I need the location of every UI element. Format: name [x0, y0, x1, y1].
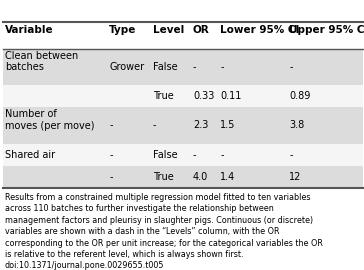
Text: False: False	[153, 150, 178, 160]
Text: Number of
moves (per move): Number of moves (per move)	[5, 109, 94, 131]
Text: Upper 95% CI: Upper 95% CI	[289, 25, 364, 35]
Text: True: True	[153, 91, 174, 101]
Bar	[3, 166, 363, 188]
Text: 3.8: 3.8	[289, 120, 305, 130]
Text: 12: 12	[289, 172, 302, 182]
Text: 1.5: 1.5	[220, 120, 236, 130]
Text: -: -	[289, 150, 293, 160]
Bar	[3, 107, 363, 144]
Text: -: -	[289, 62, 293, 72]
Text: 4.0: 4.0	[193, 172, 208, 182]
Text: False: False	[153, 62, 178, 72]
Text: Lower 95% CI: Lower 95% CI	[220, 25, 300, 35]
Text: -: -	[193, 150, 197, 160]
Text: 1.4: 1.4	[220, 172, 236, 182]
Bar	[3, 144, 363, 166]
Text: -: -	[109, 150, 113, 160]
Text: Results from a constrained multiple regression model fitted to ten variables
acr: Results from a constrained multiple regr…	[5, 193, 323, 270]
Text: OR: OR	[193, 25, 210, 35]
Bar	[3, 49, 363, 85]
Text: Grower: Grower	[109, 62, 144, 72]
Text: 0.11: 0.11	[220, 91, 242, 101]
Text: -: -	[109, 120, 113, 130]
Text: 2.3: 2.3	[193, 120, 208, 130]
Text: Shared air: Shared air	[5, 150, 55, 160]
Bar	[3, 85, 363, 107]
Text: -: -	[153, 120, 157, 130]
Text: Level: Level	[153, 25, 184, 35]
Text: Variable: Variable	[5, 25, 54, 35]
Text: Type: Type	[109, 25, 136, 35]
Text: Clean between
batches: Clean between batches	[5, 51, 78, 72]
Text: -: -	[220, 150, 224, 160]
Text: -: -	[109, 172, 113, 182]
Text: 0.89: 0.89	[289, 91, 311, 101]
Text: True: True	[153, 172, 174, 182]
Text: 0.33: 0.33	[193, 91, 214, 101]
Text: -: -	[193, 62, 197, 72]
Text: -: -	[220, 62, 224, 72]
